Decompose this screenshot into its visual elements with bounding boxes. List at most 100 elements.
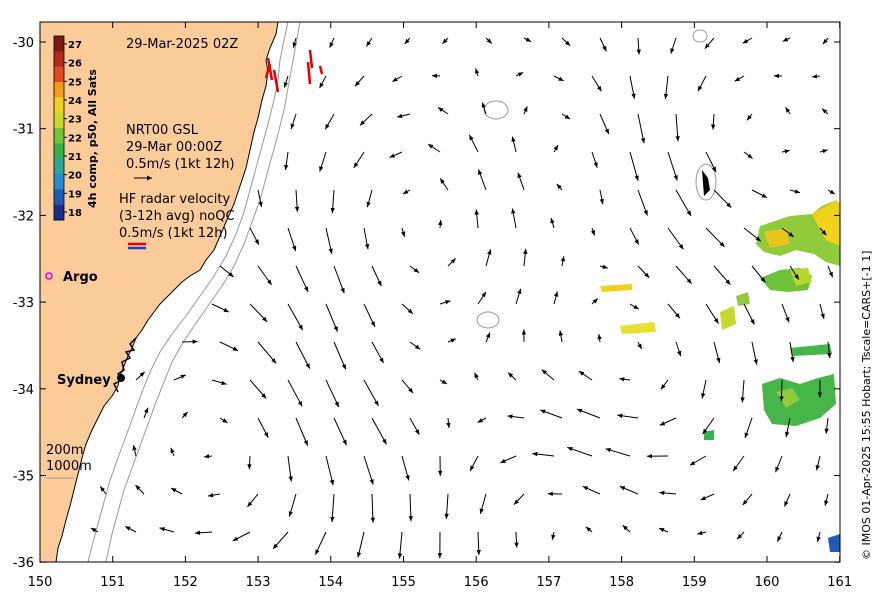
sst-patches xyxy=(600,200,840,552)
colorbar-tick-label: 19 xyxy=(68,189,82,200)
current-arrowhead xyxy=(221,380,227,385)
y-tick-label: -34 xyxy=(13,383,34,398)
land-mass xyxy=(39,21,279,563)
current-arrowhead xyxy=(659,421,666,426)
current-arrowhead xyxy=(523,106,528,112)
current-arrowhead xyxy=(305,363,310,369)
colorbar-segment xyxy=(54,174,64,190)
current-arrowhead xyxy=(474,68,480,74)
current-arrowhead xyxy=(558,330,564,336)
colorbar-segment xyxy=(54,204,64,221)
x-tick-label: 161 xyxy=(827,575,852,590)
current-arrowhead xyxy=(514,542,519,548)
current-arrowhead xyxy=(540,409,546,414)
current-arrowhead xyxy=(828,271,833,278)
current-arrowhead xyxy=(414,344,421,350)
current-arrowhead xyxy=(597,334,602,340)
seamount-contour xyxy=(483,100,509,120)
y-tick-label: -32 xyxy=(13,209,34,224)
current-arrowhead xyxy=(740,397,745,403)
y-tick-label: -36 xyxy=(13,556,34,571)
colorbar-tick-label: 22 xyxy=(68,133,82,144)
gsl-scale-arrowhead xyxy=(147,175,152,181)
current-arrowhead xyxy=(602,45,607,52)
current-arrowhead xyxy=(633,304,639,310)
current-arrowhead xyxy=(247,464,252,470)
current-arrowhead xyxy=(370,321,375,327)
current-arrowhead xyxy=(821,230,827,236)
current-arrow xyxy=(363,455,374,485)
current-arrowhead xyxy=(744,432,749,439)
current-arrowhead xyxy=(432,73,438,79)
current-arrowhead xyxy=(553,291,559,297)
current-arrowhead xyxy=(477,418,484,423)
current-arrowhead xyxy=(726,202,732,208)
current-arrowhead xyxy=(733,465,738,472)
colorbar-tick-label: 27 xyxy=(68,40,82,51)
current-arrowhead xyxy=(827,352,832,359)
current-arrowhead xyxy=(644,272,650,278)
current-arrowhead xyxy=(578,371,585,376)
gsl-legend-line3: 0.5m/s (1kt 12h) xyxy=(126,157,235,172)
current-arrowhead xyxy=(474,209,479,215)
current-arrowhead xyxy=(283,82,288,88)
colorbar-segment xyxy=(54,189,64,206)
current-arrowhead xyxy=(170,447,175,454)
current-arrowhead xyxy=(643,210,648,216)
colorbar-frame xyxy=(53,35,65,221)
current-arrowhead xyxy=(405,475,410,481)
current-arrowhead xyxy=(517,72,524,77)
hf-legend-line3: 0.5m/s (1kt 12h) xyxy=(119,226,228,241)
current-arrowhead xyxy=(125,526,131,531)
current-arrowhead xyxy=(747,114,752,121)
current-arrowhead xyxy=(711,124,716,130)
colorbar-segment xyxy=(54,143,64,160)
current-arrowhead xyxy=(284,164,289,171)
colorbar-segment xyxy=(54,36,64,52)
current-arrowhead xyxy=(450,258,456,264)
current-arrowhead xyxy=(663,93,669,99)
current-arrowhead xyxy=(784,501,789,507)
seamount-contour xyxy=(476,311,500,329)
current-arrowhead xyxy=(438,470,443,476)
current-arrowhead xyxy=(413,267,420,273)
current-arrowhead xyxy=(596,85,602,92)
isobath-200m xyxy=(87,21,289,563)
current-arrowhead xyxy=(437,553,443,559)
current-arrowhead xyxy=(560,256,566,262)
current-arrowhead xyxy=(517,172,522,179)
colorbar-segment xyxy=(54,158,64,175)
current-arrowhead xyxy=(784,431,790,438)
current-arrowhead xyxy=(444,513,449,519)
current-arrowhead xyxy=(481,291,486,298)
current-arrowhead xyxy=(441,379,447,384)
x-tick-label: 155 xyxy=(391,575,416,590)
current-arrowhead xyxy=(334,401,339,408)
current-arrowhead xyxy=(500,458,506,463)
current-arrowhead xyxy=(719,241,725,247)
x-tick-label: 159 xyxy=(682,575,707,590)
current-arrowhead xyxy=(144,407,149,414)
current-arrowhead xyxy=(636,49,641,55)
current-arrowhead xyxy=(556,183,562,190)
current-arrowhead xyxy=(292,42,297,48)
current-arrowhead xyxy=(605,448,612,453)
current-arrowhead xyxy=(442,38,448,44)
current-arrowhead xyxy=(288,511,293,517)
current-arrowhead xyxy=(223,307,229,313)
current-arrowhead xyxy=(382,438,387,445)
current-arrowhead xyxy=(755,236,761,242)
current-arrowhead xyxy=(660,384,666,390)
current-arrowhead xyxy=(824,428,829,434)
current-arrowhead xyxy=(782,37,789,42)
current-arrowhead xyxy=(180,374,186,379)
current-arrowhead xyxy=(370,517,376,523)
colorbar-segment xyxy=(54,51,64,68)
current-arrowhead xyxy=(689,460,696,466)
depth-legend-1000: 1000m xyxy=(46,459,92,474)
current-arrowhead xyxy=(673,175,678,181)
current-arrowhead xyxy=(474,372,479,379)
current-arrowhead xyxy=(171,488,177,493)
current-arrowhead xyxy=(592,298,598,304)
x-tick-label: 160 xyxy=(755,575,780,590)
